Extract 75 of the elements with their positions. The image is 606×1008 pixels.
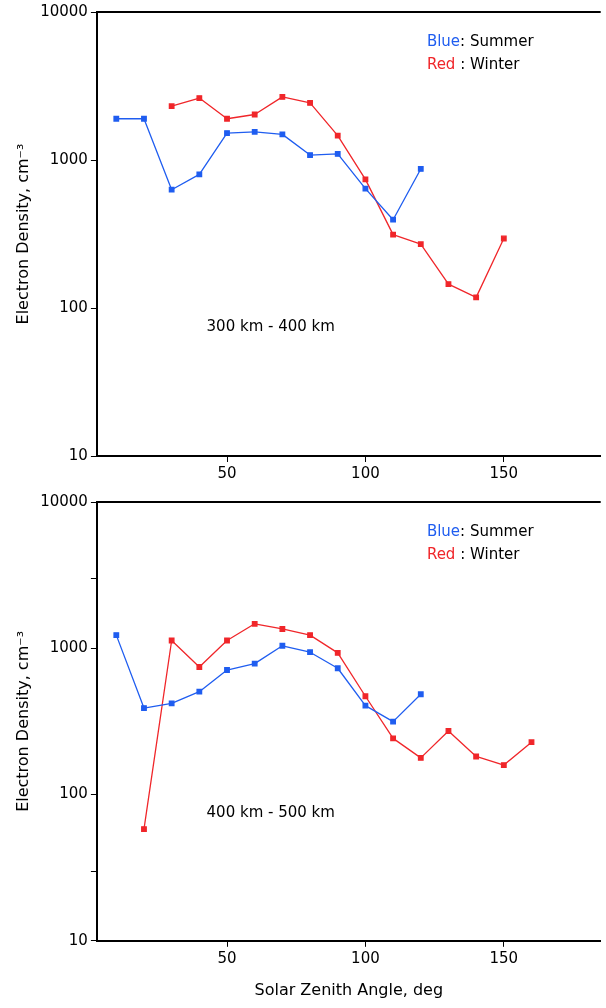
point [113, 632, 120, 639]
point [168, 700, 175, 707]
point [113, 115, 120, 122]
point [390, 718, 397, 725]
point [141, 115, 147, 122]
point [362, 702, 369, 709]
point [196, 171, 203, 178]
point [390, 231, 397, 238]
point [196, 664, 203, 670]
x-tick-label: 150 [489, 463, 519, 482]
point [251, 660, 258, 667]
point [251, 620, 258, 627]
y-tick-label: 1000 [49, 638, 88, 657]
annotation: 300 km - 400 km [206, 317, 335, 336]
point [362, 693, 369, 700]
point [251, 111, 258, 118]
point [141, 705, 147, 711]
point [334, 649, 341, 656]
point [417, 241, 424, 248]
x-tick-label: 50 [217, 463, 237, 482]
point [417, 754, 424, 761]
point [224, 667, 230, 673]
point [141, 826, 147, 833]
point [251, 128, 258, 135]
point [390, 216, 397, 223]
point [224, 115, 230, 122]
point [279, 131, 286, 138]
point [445, 281, 452, 288]
x-tick-label: 100 [351, 948, 380, 967]
y-tick-label: 1000 [49, 149, 88, 168]
point [279, 93, 286, 100]
point [307, 649, 313, 656]
point [196, 688, 203, 695]
y-tick-label: 100 [59, 784, 88, 803]
y-tick-label: 10 [68, 930, 88, 949]
point [279, 626, 286, 632]
point [390, 735, 397, 742]
point [334, 665, 341, 672]
point [224, 130, 230, 136]
y-tick-label: 10 [68, 445, 88, 464]
text: Blue: Summer [426, 31, 535, 50]
text: Red : Winter [426, 544, 521, 563]
point [307, 632, 313, 639]
point [362, 176, 369, 183]
point [224, 637, 230, 644]
point [307, 100, 313, 106]
x-tick-label: 100 [351, 463, 380, 482]
text: Red : Winter [426, 54, 521, 73]
point [528, 739, 535, 746]
y-axis-title: Electron Density, cm⁻³ [12, 143, 32, 325]
point [307, 152, 313, 158]
y-axis-title: Electron Density, cm⁻³ [12, 630, 32, 812]
point [445, 728, 452, 734]
point [500, 762, 507, 768]
point [334, 150, 341, 157]
text: Blue: Summer [426, 521, 535, 540]
point [417, 166, 424, 172]
point [168, 103, 175, 110]
point [279, 642, 286, 649]
point [473, 294, 480, 301]
x-tick-label: 50 [217, 948, 237, 967]
x-tick-label: 150 [489, 948, 519, 967]
annotation: 400 km - 500 km [206, 803, 335, 822]
point [334, 132, 341, 139]
y-tick-label: 100 [59, 297, 88, 316]
point [168, 637, 175, 644]
y-tick-label: 10000 [40, 1, 88, 20]
point [473, 753, 480, 760]
point [196, 95, 203, 101]
x-axis-title: Solar Zenith Angle, deg [254, 979, 444, 999]
point [500, 235, 507, 242]
point [168, 186, 175, 193]
point [417, 691, 424, 698]
y-tick-label: 10000 [40, 491, 88, 510]
point [362, 185, 369, 192]
